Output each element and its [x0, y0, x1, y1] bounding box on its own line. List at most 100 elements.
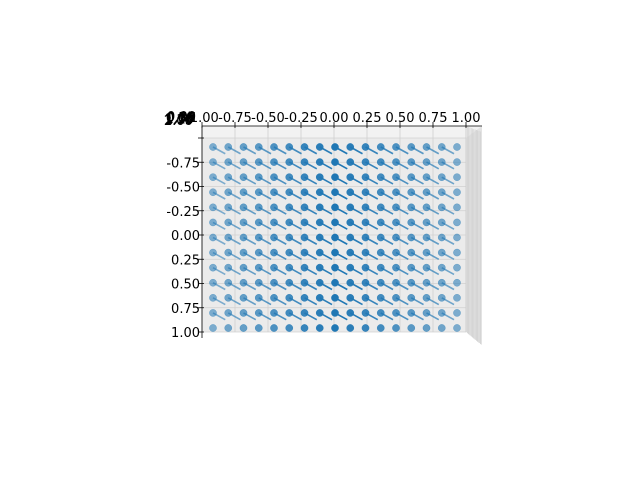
data-point [422, 203, 431, 212]
data-point [331, 293, 339, 302]
data-point [407, 188, 416, 197]
data-point [315, 203, 324, 212]
data-point [270, 218, 278, 227]
data-point [392, 158, 400, 166]
z-tick-labels: 0.000.250.500.751.001.251.501.752.00 [164, 110, 196, 129]
z-tick-label: 0.50 [166, 111, 195, 126]
data-point [285, 309, 294, 317]
data-point [209, 188, 217, 197]
data-point [224, 309, 233, 317]
axis-lines [198, 122, 482, 338]
data-point [254, 218, 263, 227]
data-point [407, 293, 416, 302]
data-point [239, 218, 248, 227]
data-point [209, 293, 217, 302]
data-point [346, 203, 355, 212]
data-point [407, 233, 416, 242]
data-point [285, 218, 294, 227]
data-point [239, 263, 248, 272]
data-point [224, 158, 233, 166]
data-point [300, 233, 309, 242]
data-point [407, 309, 416, 317]
data-point [392, 293, 400, 302]
data-point [346, 309, 355, 317]
x-tick-label: 1.00 [452, 111, 481, 126]
z-tick-label: 1.25 [165, 113, 194, 128]
data-point [407, 173, 416, 182]
data-point [209, 173, 217, 182]
z-tick-label: 0.75 [166, 112, 195, 127]
data-point [361, 248, 370, 257]
data-point [392, 248, 400, 257]
data-point [254, 263, 263, 272]
data-point [437, 324, 446, 332]
data-point [331, 203, 339, 212]
data-point [209, 309, 217, 317]
data-point [392, 233, 400, 242]
data-point [254, 278, 263, 287]
data-point [346, 324, 355, 332]
data-point [239, 324, 248, 332]
data-point [361, 309, 370, 317]
data-point [224, 143, 233, 151]
data-point [254, 203, 263, 212]
data-point [437, 143, 446, 151]
data-point [376, 203, 385, 212]
data-point [315, 143, 324, 151]
data-point [254, 188, 263, 197]
y-tick-label: -0.25 [166, 205, 200, 220]
data-point [453, 188, 461, 197]
data-point [422, 278, 431, 287]
data-point [453, 263, 461, 272]
data-point [453, 203, 461, 212]
data-point [407, 278, 416, 287]
data-point [422, 309, 431, 317]
data-point [331, 218, 339, 227]
data-point [453, 143, 461, 151]
x-tick-label: -1.00 [185, 111, 219, 126]
data-point [392, 173, 400, 182]
x-tick-labels: -1.00 -0.75 -0.50 -0.25 0.00 0.25 0.50 0.75 1.00 [185, 111, 480, 126]
data-point [315, 278, 324, 287]
data-point [346, 218, 355, 227]
data-point [376, 158, 385, 166]
data-point [300, 278, 309, 287]
data-point [437, 293, 446, 302]
data-point [392, 263, 400, 272]
data-point [437, 248, 446, 257]
data-point [270, 278, 278, 287]
y-tick-label: 0.25 [171, 253, 200, 268]
data-point [224, 173, 233, 182]
data-point [254, 248, 263, 257]
data-point [224, 278, 233, 287]
data-point [422, 158, 431, 166]
data-point [285, 203, 294, 212]
data-point [453, 233, 461, 242]
data-point [239, 233, 248, 242]
data-point [407, 158, 416, 166]
data-point [407, 324, 416, 332]
data-point [224, 293, 233, 302]
data-point [346, 173, 355, 182]
data-point [392, 309, 400, 317]
data-point [331, 278, 339, 287]
z-tick-label: 1.00 [165, 112, 194, 127]
data-point [209, 203, 217, 212]
data-point [300, 263, 309, 272]
data-point [437, 233, 446, 242]
data-point [209, 233, 217, 242]
data-point [254, 158, 263, 166]
data-point [315, 173, 324, 182]
x-tick-label: -0.75 [218, 111, 252, 126]
data-point [437, 218, 446, 227]
data-point [239, 173, 248, 182]
data-point [422, 324, 431, 332]
data-point [239, 203, 248, 212]
data-point [453, 218, 461, 227]
data-point [437, 309, 446, 317]
data-point [361, 278, 370, 287]
data-point [422, 293, 431, 302]
data-point [453, 248, 461, 257]
data-point [407, 143, 416, 151]
data-point [361, 218, 370, 227]
